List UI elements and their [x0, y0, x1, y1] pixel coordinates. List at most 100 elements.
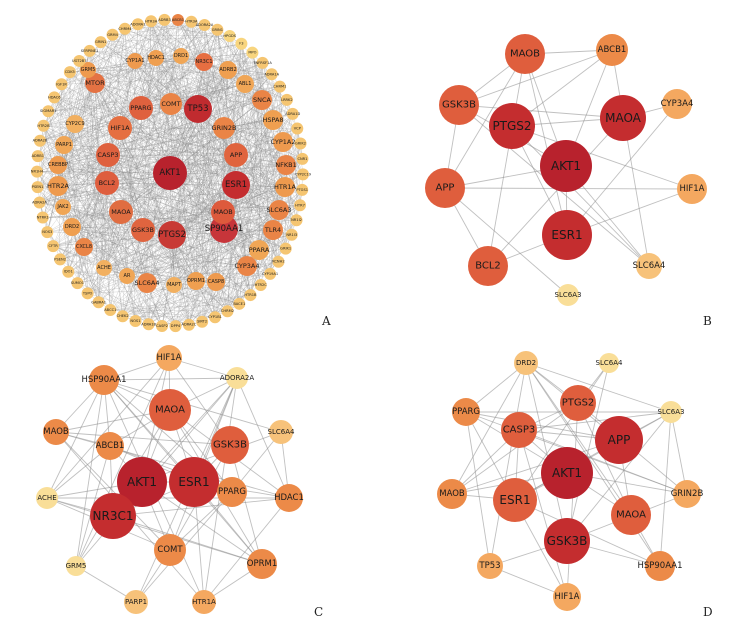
node-label: MAOB: [510, 49, 540, 60]
node-label: ADORA1: [130, 22, 145, 26]
network-node: LRRK2: [280, 93, 293, 106]
node-label: PTGS2: [562, 398, 595, 409]
edge: [465, 411, 491, 567]
network-node: PTGS2: [489, 103, 535, 149]
edge: [54, 97, 237, 186]
node-circle: [595, 416, 643, 464]
node-label: COMT: [157, 545, 183, 555]
node-label: ADRA2C: [181, 323, 196, 327]
edge: [42, 209, 280, 218]
node-circle: [263, 110, 283, 130]
edge: [63, 144, 217, 283]
node-label: GRIN1: [212, 28, 223, 32]
node-label: MPO: [248, 51, 256, 55]
network-node: CASP3: [96, 143, 120, 167]
node-circle: [108, 116, 132, 140]
node-label: CXCL8: [76, 244, 92, 250]
node-circle: [117, 457, 167, 507]
edge: [110, 303, 240, 311]
node-circle: [285, 228, 298, 241]
node-circle: [96, 432, 124, 460]
node-label: HIF1A: [679, 184, 704, 194]
node-circle: [48, 176, 68, 196]
node-label: SNCA: [253, 96, 272, 104]
node-circle: [660, 401, 682, 423]
edge: [103, 74, 272, 269]
edge: [83, 174, 304, 248]
edge: [161, 281, 217, 327]
network-node: GRIN1: [211, 23, 224, 36]
node-circle: [129, 315, 142, 328]
network-node: BCL2: [468, 246, 508, 286]
node-circle: [89, 365, 119, 395]
edge: [94, 82, 172, 105]
node-circle: [265, 68, 278, 81]
node-circle: [63, 66, 76, 79]
network-node: ACHE: [96, 260, 112, 276]
node-circle: [296, 183, 309, 196]
node-label: AKT1: [552, 466, 582, 480]
edge: [164, 19, 251, 296]
network-node: GRIN2B: [671, 480, 703, 508]
node-circle: [207, 273, 225, 291]
node-circle: [33, 196, 46, 209]
node-label: CYP1A2: [270, 138, 295, 146]
network-node: PSEN1: [31, 181, 44, 194]
node-label: PSEN1: [32, 185, 44, 189]
node-circle: [294, 137, 307, 150]
network-node: AKT1: [540, 140, 592, 192]
node-circle: [237, 256, 257, 276]
network-node: HIF1A: [553, 583, 581, 611]
network-node: OPRM1: [187, 272, 205, 290]
node-label: ESR1: [225, 180, 247, 190]
node-label: GRIN1: [95, 40, 106, 44]
edge: [39, 62, 263, 203]
node-circle: [540, 140, 592, 192]
node-label: PSEN2: [54, 257, 66, 261]
node-circle: [275, 484, 303, 512]
network-node: ACHE: [36, 487, 58, 509]
node-circle: [129, 96, 153, 120]
node-label: CHRM4: [118, 27, 132, 31]
node-label: NR3C1: [195, 59, 212, 65]
network-node: HTR3A: [145, 15, 158, 28]
network-node: ABCB1: [172, 14, 184, 27]
network-node: DRD2: [514, 351, 538, 375]
network-node: TP53: [477, 553, 503, 579]
network-node: SLC6A4: [596, 353, 623, 373]
network-node: BCL2: [95, 171, 119, 195]
network-node: CHEK2: [117, 310, 129, 323]
edge: [566, 411, 672, 542]
network-node: CYP1A2: [270, 132, 296, 152]
node-label: MTOR: [85, 79, 105, 87]
node-label: HTR1A: [192, 598, 216, 606]
node-label: GSK3B: [442, 100, 476, 111]
node-circle: [269, 200, 289, 220]
edge: [487, 117, 624, 267]
edge: [173, 284, 240, 304]
edge: [43, 125, 176, 327]
node-label: PPARG: [452, 407, 480, 417]
network-node: ESR1: [222, 171, 250, 199]
node-label: TP53: [478, 561, 500, 571]
network-node: APP: [224, 143, 248, 167]
node-label: GSK3B: [213, 440, 247, 451]
network-node: MPO: [246, 46, 259, 59]
node-circle: [131, 218, 155, 242]
node-circle: [37, 119, 50, 132]
network-node: SIGMAR1: [40, 105, 57, 118]
network-node: HIF1A: [108, 116, 132, 140]
edge: [54, 97, 251, 296]
network-node: HTR7: [294, 199, 307, 212]
edge: [214, 141, 284, 318]
edge: [39, 86, 280, 203]
node-label: PTGS1: [296, 188, 308, 192]
network-node: MAOB: [437, 479, 467, 509]
node-circle: [33, 134, 46, 147]
node-label: HPGDS: [223, 34, 236, 38]
node-label: NR1I2: [291, 218, 302, 222]
edge: [37, 74, 272, 188]
node-circle: [104, 303, 117, 316]
network-node: IGF1R: [55, 78, 68, 91]
